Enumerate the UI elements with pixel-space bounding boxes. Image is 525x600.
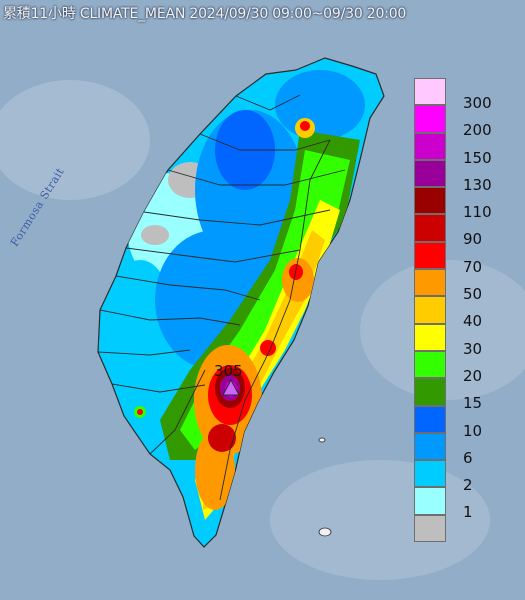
legend-value: 70 [463,257,483,276]
map-title: 累積11小時 CLIMATE_MEAN 2024/09/30 09:00~09/… [3,6,407,22]
legend-row: 1 [414,487,509,521]
rain-zone-90mm [208,424,236,452]
legend-swatch [414,296,446,324]
legend-value: 30 [463,339,483,358]
legend-value: 90 [463,230,483,249]
county-border [167,169,346,186]
legend-row: 130 [414,159,509,194]
legend-swatch [414,241,446,270]
county-border [143,209,331,226]
legend-row: 70 [414,241,509,276]
legend-value: 1 [463,503,473,522]
county-border [125,247,301,263]
county-border [219,249,301,501]
legend-value: 2 [463,476,473,495]
legend-row: 15 [414,378,509,412]
rain-zone-70mm [300,121,310,131]
legend-swatch [414,514,446,543]
legend-value: 15 [463,394,483,413]
max-rainfall-label: 305 [214,362,243,380]
rainfall-legend: 300 200 150 130 110 90 70 50 40 30 20 15 10 6 2 1 [414,78,509,570]
legend-row: 30 [414,323,509,358]
legend-row: 6 [414,432,509,467]
legend-row: 20 [414,350,509,385]
legend-value: 50 [463,285,483,304]
legend-row: 110 [414,187,509,221]
legend-swatch [414,187,446,215]
county-borders [97,94,346,501]
legend-row: 90 [414,214,509,248]
county-border [99,309,241,326]
legend-value: 6 [463,448,473,467]
legend-row: 10 [414,405,509,440]
legend-row: 2 [414,460,509,494]
legend-value: 130 [463,175,492,194]
legend-swatch [414,460,446,488]
triangle-icon [222,378,240,396]
county-border [97,349,191,356]
legend-value: 200 [463,121,492,140]
legend-value: 10 [463,421,483,440]
green-island [318,437,326,443]
legend-swatch [414,487,446,515]
rain-zone-trace [141,225,169,245]
legend-swatch [414,78,446,106]
legend-value: 110 [463,203,492,222]
legend-swatch [414,378,446,406]
legend-row: 150 [414,132,509,167]
legend-row: 300 [414,78,509,112]
legend-swatch [414,432,446,461]
legend-row: 50 [414,269,509,303]
rain-zone-70mm [137,409,143,415]
legend-value: 20 [463,366,483,385]
legend-row [414,514,509,543]
legend-swatch [414,105,446,133]
legend-value: 150 [463,148,492,167]
legend-swatch [414,159,446,188]
cloud-patch [0,80,150,200]
legend-row: 40 [414,296,509,330]
legend-swatch [414,323,446,351]
county-border [111,383,206,393]
county-border [235,94,301,111]
legend-swatch [414,214,446,242]
legend-swatch [414,269,446,297]
county-border [299,139,331,251]
county-border [199,133,331,151]
legend-swatch [414,405,446,433]
legend-swatch [414,132,446,160]
legend-row: 200 [414,105,509,139]
county-border [149,369,206,455]
legend-value: 300 [463,94,492,112]
county-border [115,275,261,301]
rain-zone-6mm [275,70,365,140]
legend-swatch [414,350,446,379]
legend-value: 40 [463,312,483,331]
lanyu-island [318,527,332,537]
